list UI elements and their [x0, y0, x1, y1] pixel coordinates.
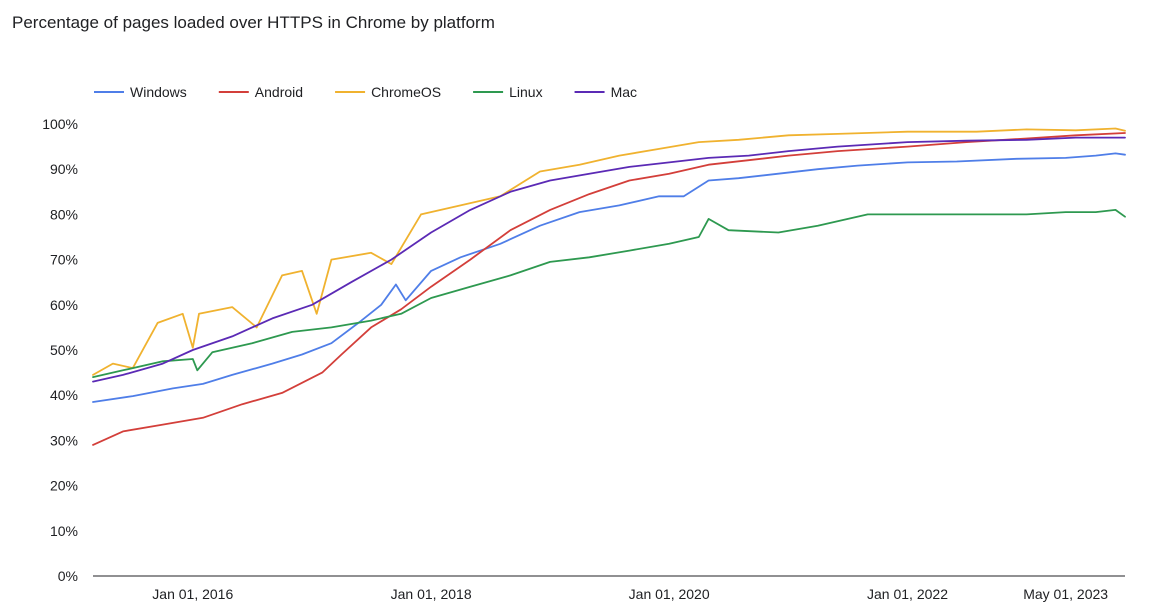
x-tick-label: May 01, 2023 — [1023, 586, 1108, 602]
y-tick-label: 40% — [50, 387, 78, 403]
x-tick-label: Jan 01, 2016 — [152, 586, 233, 602]
y-tick-label: 80% — [50, 206, 78, 222]
series-line-mac — [92, 136, 1126, 383]
series-line-chromeos — [92, 127, 1126, 376]
legend-label-mac: Mac — [611, 84, 637, 100]
y-axis: 0% 10% 20% 30% 40% 50% 60% 70% 80% 90% 100% — [42, 116, 78, 584]
series-line-linux — [92, 208, 1126, 379]
legend-label-chromeos: ChromeOS — [371, 84, 441, 100]
chart-title: Percentage of pages loaded over HTTPS in… — [12, 13, 495, 32]
y-tick-label: 0% — [58, 568, 78, 584]
legend-label-linux: Linux — [509, 84, 542, 100]
series-line-android — [92, 132, 1126, 446]
y-tick-label: 60% — [50, 297, 78, 313]
y-tick-label: 20% — [50, 478, 78, 494]
series-layer — [92, 127, 1126, 446]
x-tick-label: Jan 01, 2022 — [867, 586, 948, 602]
y-tick-label: 70% — [50, 252, 78, 268]
legend-label-android: Android — [255, 84, 303, 100]
y-tick-label: 50% — [50, 342, 78, 358]
y-tick-label: 30% — [50, 432, 78, 448]
legend-label-windows: Windows — [130, 84, 187, 100]
x-axis: Jan 01, 2016 Jan 01, 2018 Jan 01, 2020 Jan … — [93, 575, 1125, 602]
x-tick-label: Jan 01, 2020 — [629, 586, 710, 602]
y-tick-label: 90% — [50, 161, 78, 177]
chart-legend: Windows Android ChromeOS Linux Mac — [94, 84, 637, 100]
y-tick-label: 100% — [42, 116, 78, 132]
y-tick-label: 10% — [50, 523, 78, 539]
x-tick-label: Jan 01, 2018 — [391, 586, 472, 602]
series-line-windows — [92, 152, 1126, 403]
